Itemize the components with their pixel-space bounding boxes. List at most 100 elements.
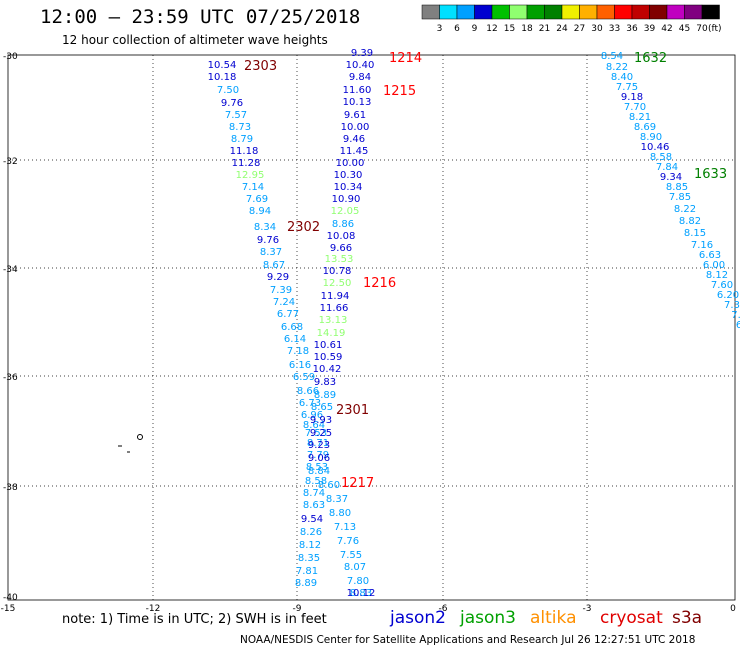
wave-height-value: 8.21: [629, 112, 651, 123]
wave-height-value: 7.50: [217, 85, 239, 96]
wave-height-value: 8.40: [611, 72, 633, 83]
legend-swatch: [491, 4, 510, 20]
wave-height-value: 7.55: [340, 550, 362, 561]
lat-label: -38: [3, 483, 18, 493]
wave-height-value: 9.34: [660, 172, 682, 183]
wave-height-value: 8.79: [231, 134, 253, 145]
wave-height-value: 7.75: [616, 82, 638, 93]
wave-height-value: 8.15: [684, 228, 706, 239]
legend-tick: 24: [556, 24, 568, 34]
wave-height-value: 7.69: [246, 194, 268, 205]
satellite-s3a: s3a: [672, 608, 703, 628]
wave-height-value: 10.08: [327, 231, 356, 242]
wave-height-value: 9.76: [257, 235, 279, 246]
time-marker: 1632: [634, 51, 667, 66]
legend-tick: 33: [609, 24, 620, 34]
wave-height-value: 8.07: [344, 562, 366, 573]
wave-height-value: 9.39: [351, 48, 373, 59]
wave-height-value: 7.3: [724, 300, 740, 311]
wave-height-value: 6.68: [281, 322, 303, 333]
wave-height-value: 7.16: [691, 240, 713, 251]
time-marker: 1217: [341, 476, 374, 491]
wave-height-value: 8.37: [260, 247, 282, 258]
wave-height-value: 7.76: [337, 536, 359, 547]
lat-label: -40: [3, 593, 18, 603]
wave-height-value: 13.13: [319, 315, 348, 326]
legend-swatch: [666, 4, 685, 20]
wave-height-value: 8.85: [666, 182, 688, 193]
lon-label: -12: [146, 604, 161, 614]
altimeter-tracks: 10.5410.187.509.767.578.738.7911.1811.28…: [208, 48, 740, 599]
legend-swatch: [544, 4, 563, 20]
wave-height-value: 8.58: [305, 476, 327, 487]
wave-height-value: 8.80: [329, 508, 351, 519]
wave-height-value: 9.76: [221, 98, 243, 109]
wave-height-value: 10.78: [323, 266, 352, 277]
wave-height-value: 10.34: [334, 182, 363, 193]
wave-height-value: 6.16: [289, 360, 311, 371]
wave-height-value: 10.00: [341, 122, 370, 133]
wave-height-value: 11.28: [232, 158, 261, 169]
wave-height-value: 7.84: [656, 162, 678, 173]
color-legend: 3 6 9 12 15 18 21 24 27 30 33 36 39 42 45 70 (ft): [421, 4, 722, 34]
time-marker: 1215: [383, 84, 416, 99]
wave-height-value: 11.66: [320, 303, 349, 314]
credit-line: NOAA/NESDIS Center for Satellite Applica…: [240, 634, 696, 646]
legend-swatch: [684, 4, 703, 20]
wave-height-value: 9.29: [267, 272, 289, 283]
wave-height-value: 6.59: [293, 372, 315, 383]
wave-height-value: 9.66: [330, 243, 352, 254]
wave-height-value: 9.25: [310, 428, 332, 439]
wave-height-value: 6.77: [277, 309, 299, 320]
lon-label: -6: [439, 604, 448, 614]
wave-height-value: 8.22: [606, 62, 628, 73]
map-grid: -30-32-34-36-38-40-15 -12 -9 -6 -3 0: [1, 52, 736, 614]
lat-label: -32: [3, 157, 18, 167]
wave-height-value: 7.70: [624, 102, 646, 113]
track-2303: 10.5410.187.509.767.578.738.7911.1811.28…: [208, 60, 329, 589]
legend-swatch: [526, 4, 545, 20]
legend-tick: 12: [486, 24, 497, 34]
legend-swatch: [701, 4, 720, 20]
wave-height-value: 11.45: [340, 146, 369, 157]
track-1214: 9.3910.409.8411.6010.139.6110.009.4611.4…: [308, 48, 375, 599]
wave-height-value: 8.54: [601, 51, 623, 62]
wave-height-value: 10.13: [343, 97, 372, 108]
wave-height-value: 10.18: [208, 72, 237, 83]
legend-swatch: [631, 4, 650, 20]
wave-height-value: 8.34: [254, 222, 276, 233]
satellite-altika: altika: [530, 608, 577, 628]
wave-height-value: 7.80: [347, 576, 369, 587]
wave-height-value: 7.13: [334, 522, 356, 533]
wave-height-value: 7.18: [287, 346, 309, 357]
wave-height-value: 11.60: [343, 85, 372, 96]
wave-height-value: 8.35: [298, 553, 320, 564]
legend-swatch: [596, 4, 615, 20]
legend-tick: 15: [504, 24, 515, 34]
wave-height-value: 10.40: [346, 60, 375, 71]
wave-height-value: 10.90: [332, 194, 361, 205]
wave-height-value: 9.84: [349, 72, 371, 83]
wave-height-value: 10.61: [314, 340, 343, 351]
wave-height-value: 7.85: [669, 192, 691, 203]
wave-height-value: 9.06: [308, 453, 330, 464]
wave-height-value: 9.54: [301, 514, 323, 525]
wave-height-value: 12.05: [331, 206, 360, 217]
wave-height-value: 8.89: [295, 578, 317, 589]
wave-height-value: 7.24: [273, 297, 295, 308]
page-title: 12:00 – 23:59 UTC 07/25/2018: [40, 6, 361, 28]
wave-height-value: 8.94: [249, 206, 271, 217]
time-marker: 2303: [244, 59, 277, 74]
time-marker: 1633: [694, 167, 727, 182]
wave-height-value: 7.14: [242, 182, 264, 193]
wave-height-value: 10.00: [336, 158, 365, 169]
wave-height-value: 8.67: [263, 260, 285, 271]
wave-height-value: 10.54: [208, 60, 237, 71]
wave-height-value: 9.93: [310, 415, 332, 426]
legend-swatch: [456, 4, 475, 20]
wave-height-value: 8.74: [303, 488, 325, 499]
lat-label: -30: [3, 52, 18, 62]
time-marker: 1216: [363, 276, 396, 291]
legend-swatch: [509, 4, 528, 20]
